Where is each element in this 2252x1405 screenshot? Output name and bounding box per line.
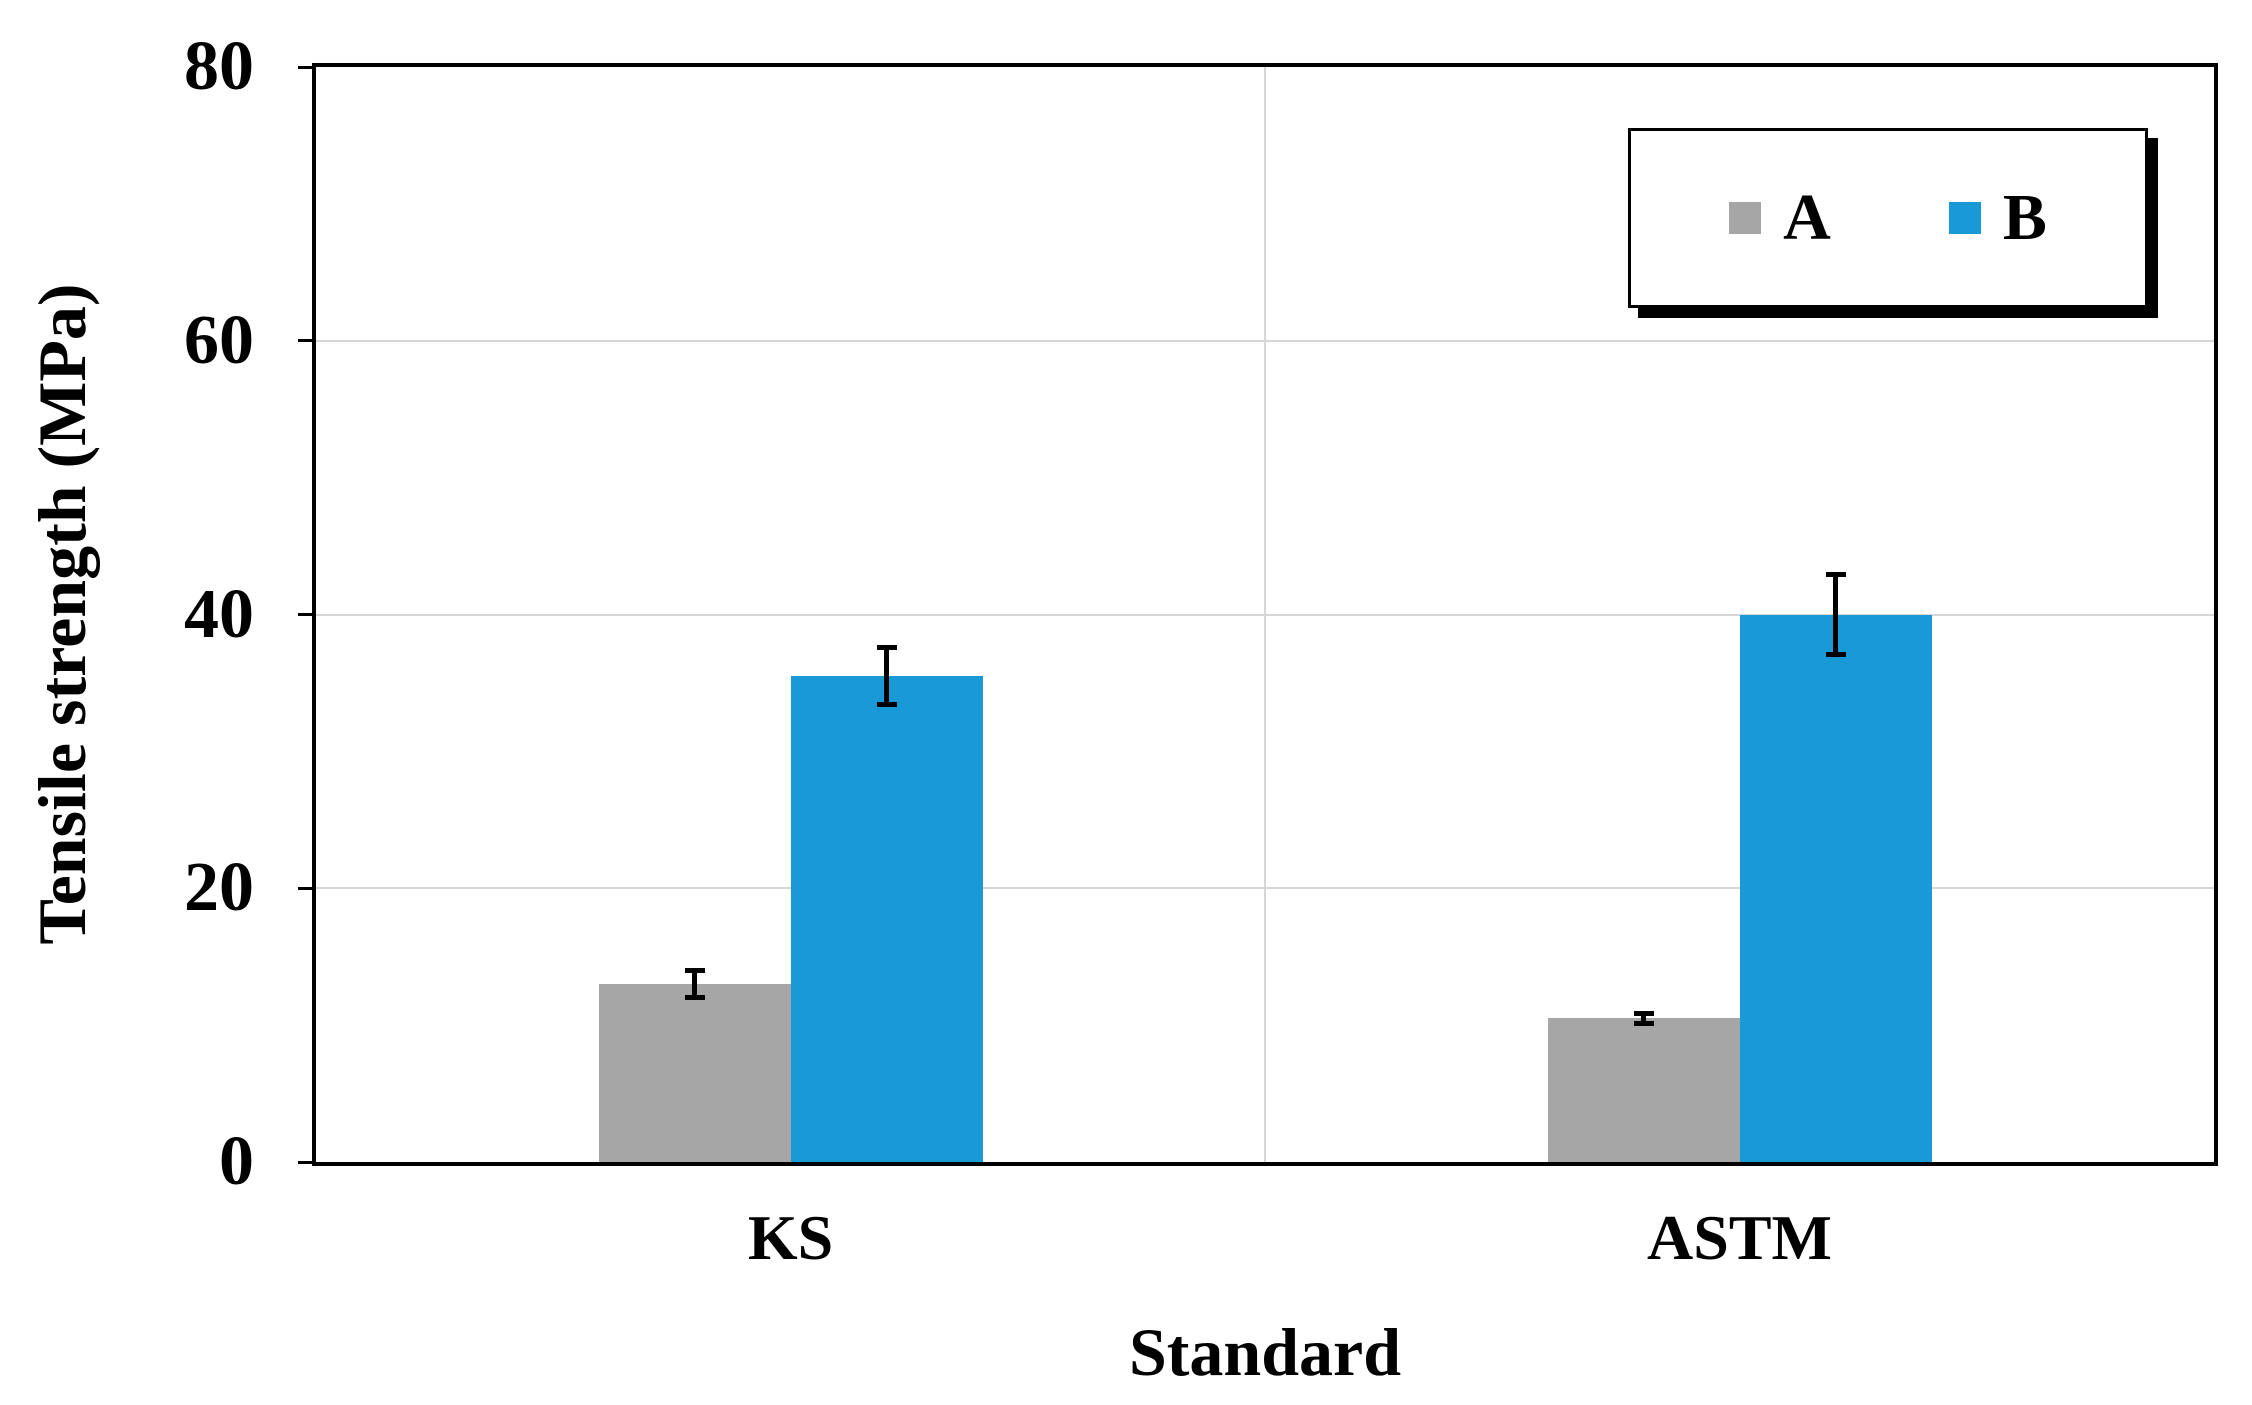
error-cap-bottom-KS-A xyxy=(684,995,705,1001)
error-cap-bottom-ASTM-B xyxy=(1825,651,1846,657)
y-tick-mark-40 xyxy=(298,613,312,616)
y-tick-label-0: 0 xyxy=(219,1123,254,1200)
error-cap-bottom-ASTM-A xyxy=(1633,1020,1654,1026)
y-tick-label-60: 60 xyxy=(184,301,254,379)
plot-inner xyxy=(316,67,2214,1162)
y-tick-label-20: 20 xyxy=(184,849,254,927)
bar-KS-B xyxy=(790,676,983,1162)
error-bar-ASTM-A xyxy=(1641,1013,1646,1024)
error-cap-bottom-KS-B xyxy=(876,702,897,708)
error-cap-top-KS-A xyxy=(684,967,705,973)
error-bar-ASTM-B xyxy=(1833,574,1838,655)
error-cap-top-ASTM-B xyxy=(1825,572,1846,578)
legend-swatch-B xyxy=(1948,202,1981,234)
bar-KS-A xyxy=(598,984,791,1162)
legend-label-A: A xyxy=(1783,181,1831,254)
error-cap-top-KS-B xyxy=(876,644,897,650)
error-bar-KS-B xyxy=(884,647,889,705)
y-tick-mark-20 xyxy=(298,886,312,890)
y-tick-mark-80 xyxy=(298,65,312,69)
y-tick-label-40: 40 xyxy=(184,575,254,653)
legend-item-B: B xyxy=(1948,181,2047,254)
y-tick-mark-60 xyxy=(298,339,312,343)
bar-ASTM-A xyxy=(1547,1018,1740,1162)
error-bar-KS-A xyxy=(692,970,697,998)
y-tick-mark-0 xyxy=(298,1160,312,1164)
x-axis-title: Standard xyxy=(1128,1314,1402,1390)
x-category-label-KS: KS xyxy=(747,1202,834,1273)
y-tick-label-80: 80 xyxy=(184,28,254,105)
bar-ASTM-B xyxy=(1739,614,1932,1162)
legend-swatch-A xyxy=(1729,202,1762,234)
error-cap-top-ASTM-A xyxy=(1633,1011,1654,1016)
v-gridline-1 xyxy=(1264,67,1266,1162)
x-category-label-ASTM: ASTM xyxy=(1647,1202,1832,1273)
legend-item-A: A xyxy=(1729,185,1831,251)
legend-label-B: B xyxy=(2002,181,2047,254)
